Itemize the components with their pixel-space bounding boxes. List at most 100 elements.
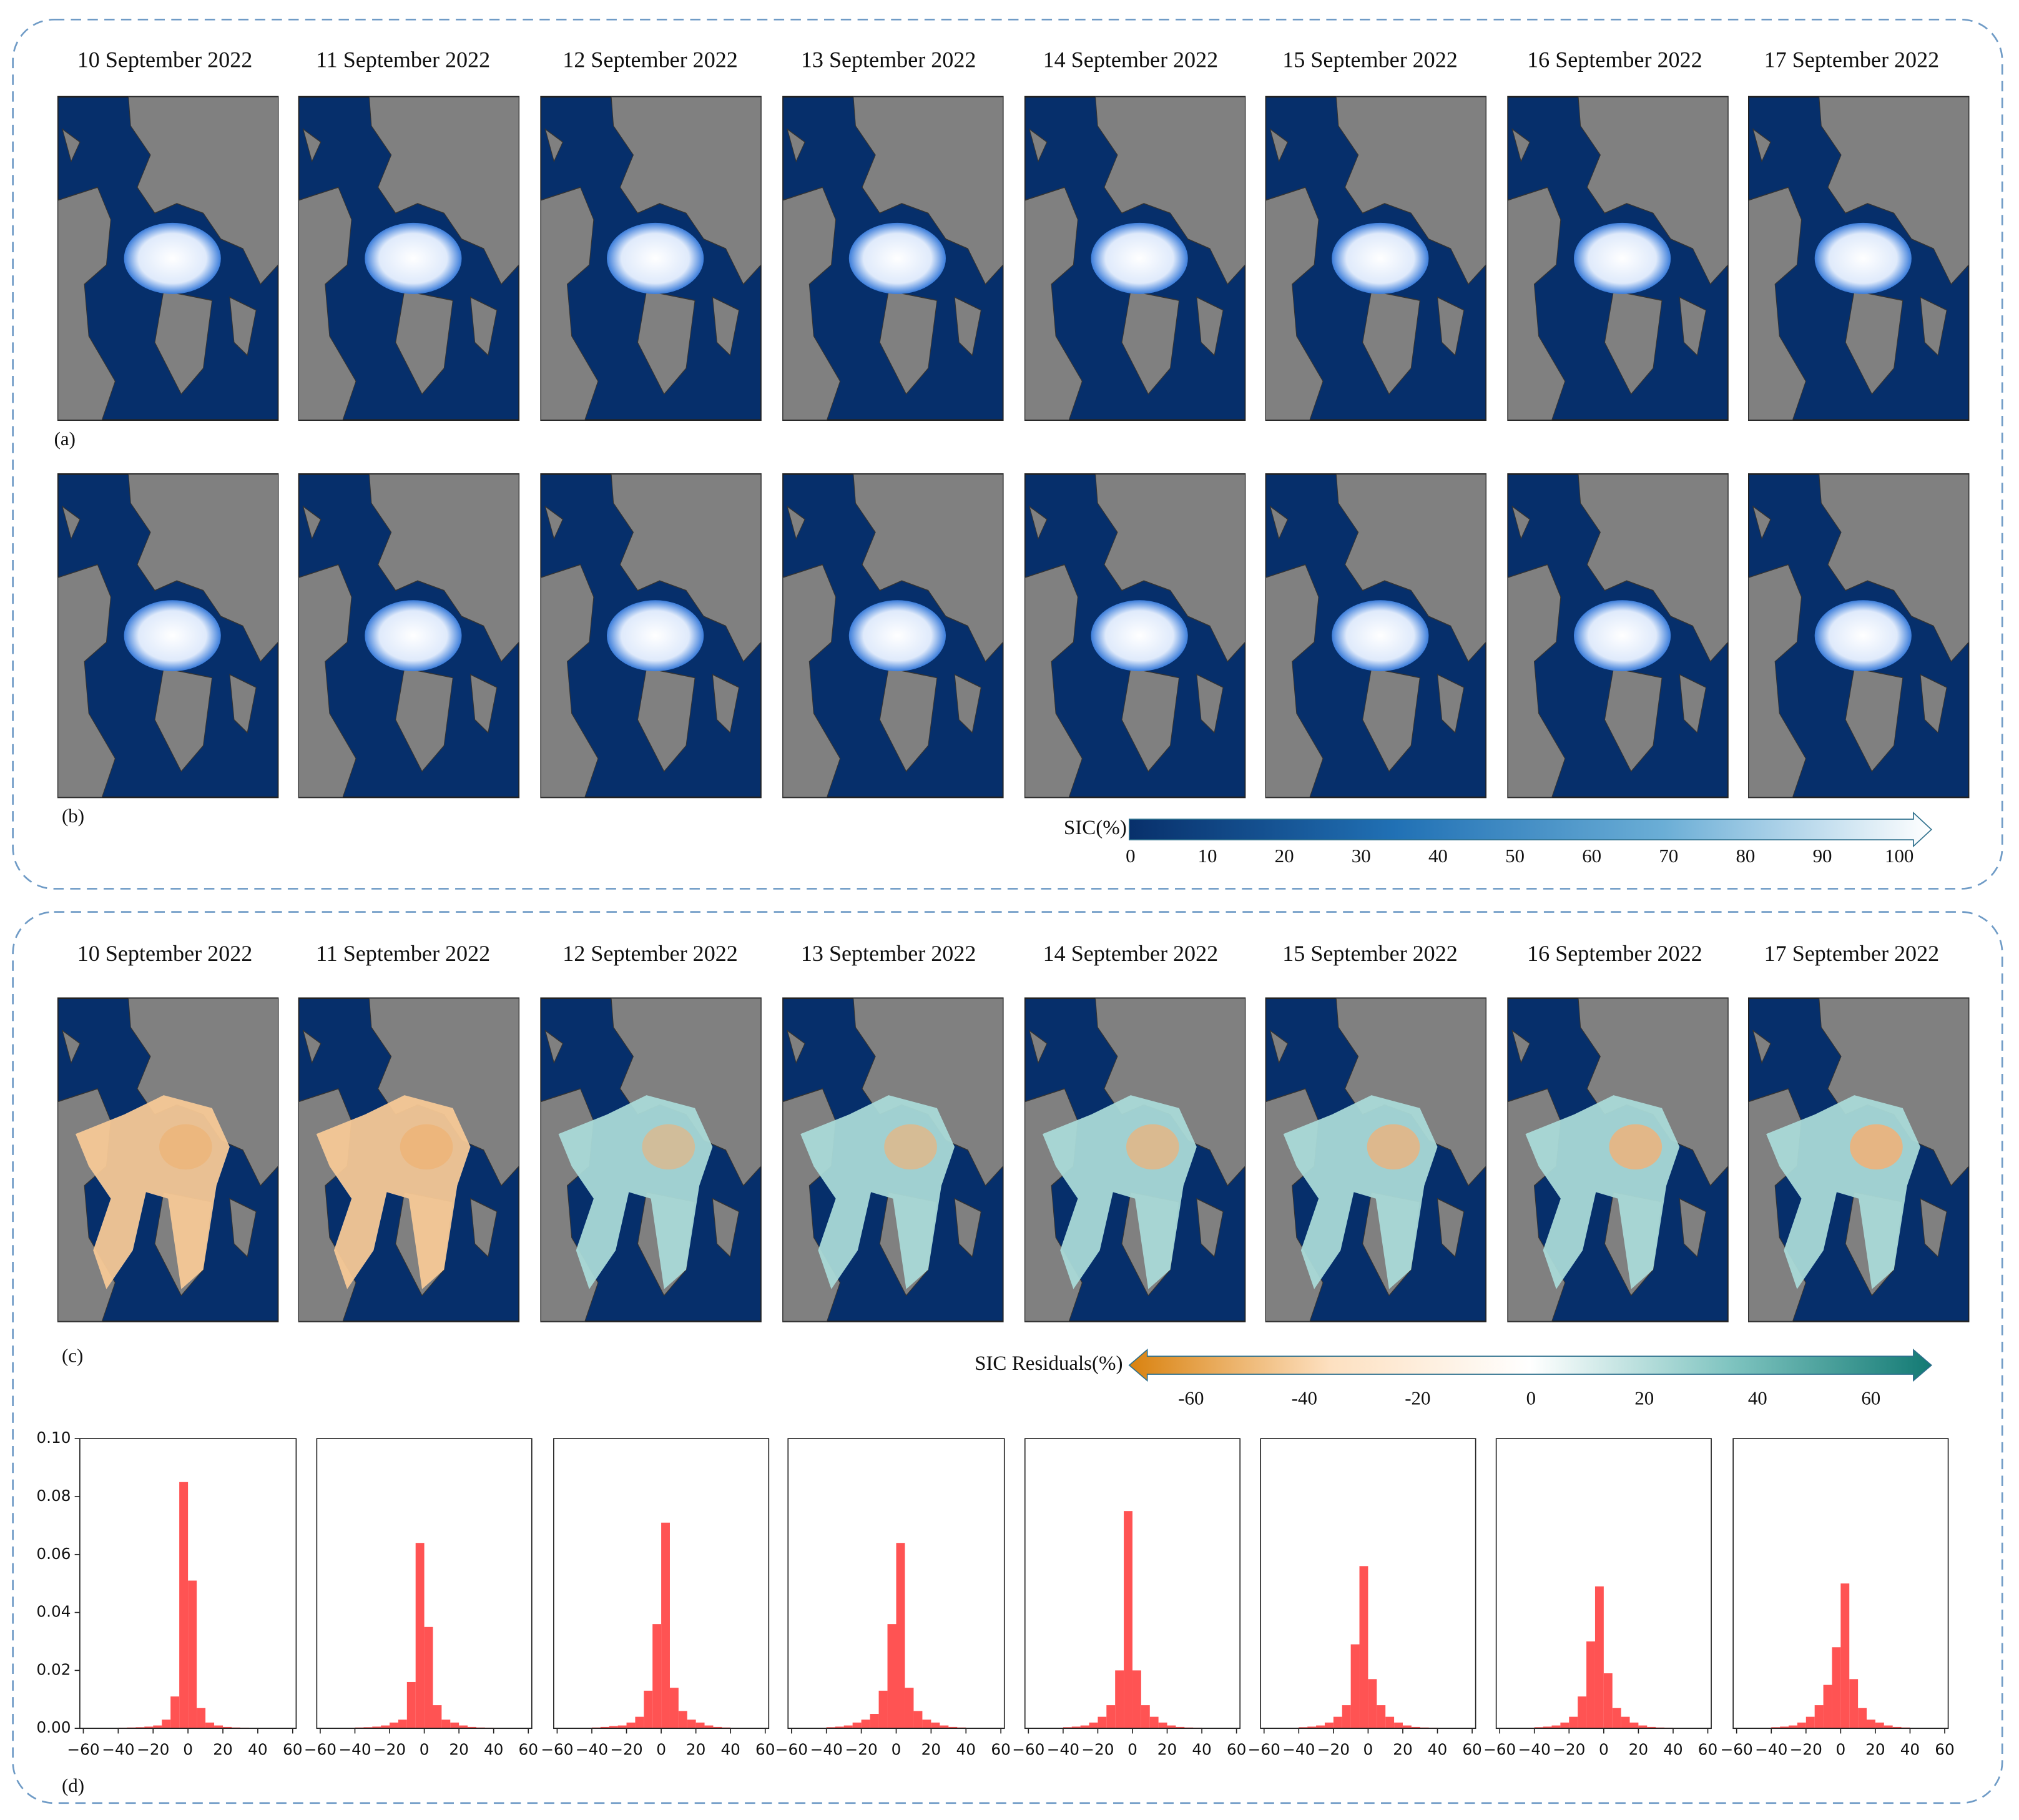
land (61, 505, 81, 540)
land (540, 564, 599, 798)
land (469, 674, 498, 734)
hist-bar (468, 1726, 476, 1729)
hist-bar (644, 1690, 653, 1729)
residual-patch (642, 1124, 695, 1170)
date-title: 14 September 2022 (1043, 941, 1219, 966)
land (302, 128, 322, 163)
hist-bar (1805, 1716, 1815, 1729)
land (787, 128, 806, 163)
hist-bar (197, 1708, 206, 1729)
x-tick-label: 40 (1663, 1740, 1683, 1758)
map (1024, 997, 1246, 1322)
land (1511, 128, 1531, 163)
hist-bar (179, 1482, 189, 1729)
hist-bar (1342, 1705, 1351, 1729)
land (302, 1029, 322, 1064)
land (1028, 1029, 1048, 1064)
colorbar-tick-label: 80 (1736, 845, 1755, 867)
hist-bar (188, 1580, 197, 1729)
colorbar (1128, 1349, 1933, 1382)
x-tick-label: 40 (1900, 1740, 1920, 1758)
y-tick-label: 0.02 (36, 1660, 71, 1678)
x-tick-label: 60 (1698, 1740, 1717, 1758)
colorbar-tick-label: 90 (1813, 845, 1832, 867)
sea-ice (365, 222, 462, 294)
colorbar-tick-label: 60 (1861, 1387, 1880, 1409)
land (954, 296, 982, 357)
panel-label: (d) (62, 1774, 84, 1796)
x-tick-label: −60 (304, 1740, 336, 1758)
land (1507, 187, 1566, 421)
hist-bar (1176, 1726, 1185, 1729)
x-tick-label: 20 (1629, 1740, 1648, 1758)
x-tick-label: 60 (755, 1740, 775, 1758)
land (1679, 296, 1707, 357)
hist-bar (223, 1726, 232, 1729)
x-tick-label: −60 (1248, 1740, 1280, 1758)
land (1121, 290, 1180, 395)
x-tick-label: 60 (283, 1740, 303, 1758)
land (229, 296, 257, 357)
y-tick-label: 0.00 (36, 1718, 71, 1736)
land (1269, 128, 1289, 163)
date-title: 12 September 2022 (562, 47, 738, 72)
map (782, 997, 1004, 1322)
hist-bar (600, 1726, 609, 1729)
map (1507, 96, 1729, 421)
land (469, 296, 498, 357)
residual-patch (159, 1124, 212, 1170)
date-title: 13 September 2022 (801, 941, 976, 966)
land (1752, 1029, 1771, 1064)
land (1845, 290, 1904, 395)
date-title: 10 September 2022 (77, 941, 253, 966)
hist-bar (144, 1726, 154, 1729)
x-tick-label: 20 (449, 1740, 469, 1758)
date-title: 17 September 2022 (1764, 941, 1940, 966)
hist-bar (433, 1705, 442, 1729)
x-tick-label: −60 (775, 1740, 808, 1758)
hist-bar (1814, 1705, 1824, 1729)
land (1511, 505, 1531, 540)
y-tick-label: 0.04 (36, 1603, 71, 1621)
map (57, 997, 279, 1322)
hist-bar (1892, 1726, 1902, 1729)
land (154, 667, 213, 772)
land (954, 1198, 982, 1258)
x-tick-label: −40 (1518, 1740, 1551, 1758)
land (712, 296, 740, 357)
date-title: 16 September 2022 (1527, 47, 1702, 72)
land (1819, 96, 1970, 285)
land (1024, 564, 1083, 798)
x-tick-label: −40 (1047, 1740, 1079, 1758)
x-tick-label: −60 (1483, 1740, 1516, 1758)
hist-bar (1149, 1716, 1159, 1729)
hist-bar (1551, 1725, 1561, 1729)
x-tick-label: 60 (1935, 1740, 1954, 1758)
date-title: 12 September 2022 (562, 941, 738, 966)
hist-bar (1858, 1708, 1867, 1729)
hist-bar (843, 1725, 853, 1729)
residual-patch (400, 1124, 453, 1170)
x-tick-label: 0 (1363, 1740, 1373, 1758)
map (1265, 997, 1487, 1322)
hist-bar (695, 1722, 705, 1729)
hist-bar (1586, 1641, 1595, 1729)
land (1335, 96, 1486, 285)
x-tick-label: 40 (248, 1740, 268, 1758)
land (1335, 473, 1486, 662)
hist-bar (1307, 1726, 1317, 1729)
land (57, 564, 116, 798)
hist-bar (940, 1725, 949, 1729)
hist-bar (1377, 1705, 1386, 1729)
colorbar-tick-label: 40 (1428, 845, 1448, 867)
land (1269, 505, 1289, 540)
y-tick-label: 0.06 (36, 1545, 71, 1563)
x-tick-label: −20 (1081, 1740, 1114, 1758)
land (1604, 290, 1663, 395)
hist-bar (887, 1624, 897, 1729)
hist-bar (861, 1719, 870, 1729)
hist-bar (1350, 1644, 1360, 1729)
hist-bar (1167, 1725, 1176, 1729)
hist-bar (1621, 1716, 1630, 1729)
